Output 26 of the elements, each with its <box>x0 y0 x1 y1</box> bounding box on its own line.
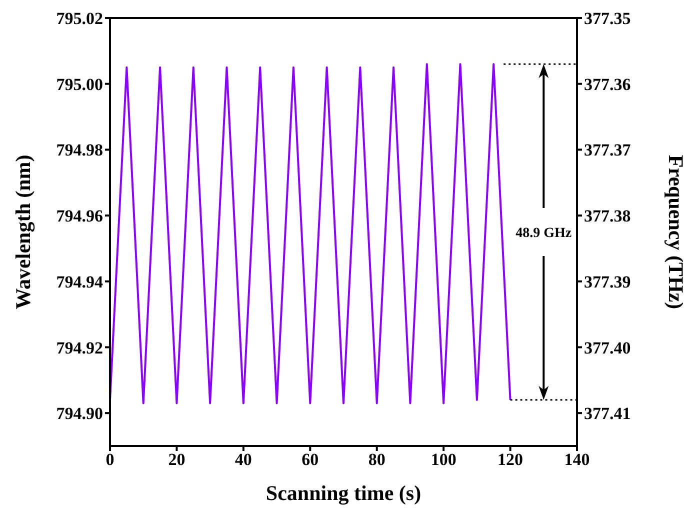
x-tick-label: 60 <box>302 450 319 470</box>
y2-tick-label: 377.40 <box>584 338 631 358</box>
y-tick-label: 794.96 <box>56 206 103 226</box>
annotation: 48.9 GHz <box>516 226 572 241</box>
y2-tick-label: 377.35 <box>584 9 631 28</box>
y2-tick-label: 377.41 <box>584 404 631 424</box>
line-series <box>110 63 512 404</box>
y-tick-label: 794.90 <box>56 404 103 424</box>
y2-tick-label: 377.36 <box>584 74 631 94</box>
y-tick-label: 794.92 <box>56 338 103 358</box>
y2-tick-label: 377.37 <box>584 140 632 160</box>
x-axis-title: Scanning time (s) <box>266 481 422 505</box>
y-tick-label: 794.94 <box>56 272 104 292</box>
y2-tick-label: 377.38 <box>584 206 631 226</box>
x-tick-label: 80 <box>368 450 386 470</box>
x-tick-label: 100 <box>430 450 456 470</box>
x-tick-label: 0 <box>106 450 114 470</box>
x-tick-label: 140 <box>564 450 590 470</box>
x-tick-label: 120 <box>498 450 524 470</box>
y-tick-label: 795.02 <box>56 9 103 28</box>
y-tick-label: 795.00 <box>56 74 103 94</box>
y-axis-title: Wavelength (nm) <box>11 154 35 310</box>
y-tick-label: 794.98 <box>56 140 103 160</box>
x-tick-label: 40 <box>234 450 252 470</box>
x-tick-label: 20 <box>168 450 186 470</box>
y2-tick-label: 377.39 <box>584 272 631 292</box>
